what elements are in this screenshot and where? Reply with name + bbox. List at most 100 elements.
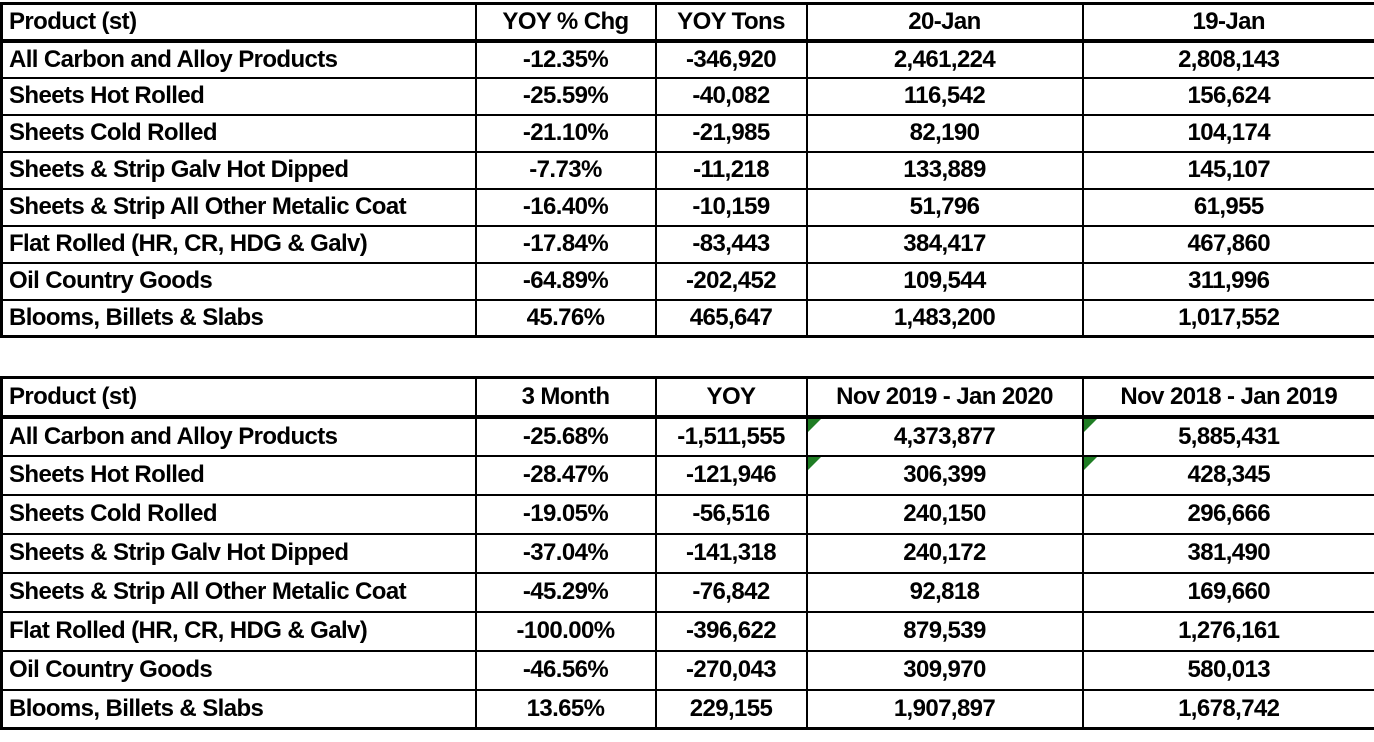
product-name-cell[interactable]: Sheets & Strip All Other Metalic Coat (0, 187, 477, 227)
three-month-yoy-table: Product (st) 3 Month YOY Nov 2019 - Jan … (0, 376, 1374, 730)
value-cell[interactable]: -121,946 (654, 454, 808, 496)
value-cell[interactable]: -12.35% (474, 39, 657, 79)
value-cell[interactable]: 306,399 (805, 454, 1084, 496)
product-name-cell[interactable]: Blooms, Billets & Slabs (0, 298, 477, 338)
value-cell[interactable]: 1,017,552 (1081, 298, 1374, 338)
excel-error-flag-icon (1084, 457, 1097, 470)
value-cell[interactable]: -202,452 (654, 261, 808, 301)
value-cell[interactable]: 229,155 (654, 688, 808, 730)
value-cell[interactable]: -76,842 (654, 571, 808, 613)
value-cell[interactable]: -19.05% (474, 493, 657, 535)
product-name-cell[interactable]: All Carbon and Alloy Products (0, 415, 477, 457)
value-cell[interactable]: 1,483,200 (805, 298, 1084, 338)
value-cell[interactable]: 13.65% (474, 688, 657, 730)
value-cell[interactable]: 61,955 (1081, 187, 1374, 227)
product-name-cell[interactable]: Sheets & Strip Galv Hot Dipped (0, 532, 477, 574)
table-row: Sheets Cold Rolled -21.10% -21,985 82,190 10… (0, 113, 1374, 153)
value-cell[interactable]: 1,678,742 (1081, 688, 1374, 730)
table-row: Sheets & Strip Galv Hot Dipped -37.04% -14… (0, 532, 1374, 574)
value-cell[interactable]: 381,490 (1081, 532, 1374, 574)
column-header-yoy[interactable]: YOY (654, 376, 808, 419)
value-cell[interactable]: -64.89% (474, 261, 657, 301)
value-cell[interactable]: -46.56% (474, 649, 657, 691)
product-name-cell[interactable]: All Carbon and Alloy Products (0, 39, 477, 79)
column-header-nov2019-jan2020[interactable]: Nov 2019 - Jan 2020 (805, 376, 1084, 419)
value-cell[interactable]: -1,511,555 (654, 415, 808, 457)
product-name-cell[interactable]: Sheets & Strip Galv Hot Dipped (0, 150, 477, 190)
product-name-cell[interactable]: Sheets Hot Rolled (0, 76, 477, 116)
product-name-cell[interactable]: Sheets & Strip All Other Metalic Coat (0, 571, 477, 613)
table-row: Sheets & Strip All Other Metalic Coat -16… (0, 187, 1374, 227)
value-cell[interactable]: -11,218 (654, 150, 808, 190)
value-cell[interactable]: 580,013 (1081, 649, 1374, 691)
value-cell[interactable]: 5,885,431 (1081, 415, 1374, 457)
value-cell[interactable]: 240,172 (805, 532, 1084, 574)
table-gap (0, 338, 1374, 376)
value-cell[interactable]: 296,666 (1081, 493, 1374, 535)
value-cell[interactable]: 1,276,161 (1081, 610, 1374, 652)
excel-error-flag-icon (808, 418, 821, 432)
product-name-cell[interactable]: Flat Rolled (HR, CR, HDG & Galv) (0, 610, 477, 652)
column-header-19-jan[interactable]: 19-Jan (1081, 2, 1374, 43)
value-cell[interactable]: 145,107 (1081, 150, 1374, 190)
value-cell[interactable]: -45.29% (474, 571, 657, 613)
value-cell[interactable]: 465,647 (654, 298, 808, 338)
value-cell[interactable]: -141,318 (654, 532, 808, 574)
value-cell[interactable]: -10,159 (654, 187, 808, 227)
value-cell[interactable]: 92,818 (805, 571, 1084, 613)
value-cell[interactable]: -40,082 (654, 76, 808, 116)
value-cell[interactable]: -21.10% (474, 113, 657, 153)
value-cell[interactable]: -28.47% (474, 454, 657, 496)
value-cell[interactable]: 169,660 (1081, 571, 1374, 613)
column-header-yoy-pct-chg[interactable]: YOY % Chg (474, 2, 657, 43)
value-cell[interactable]: 467,860 (1081, 224, 1374, 264)
value-cell[interactable]: 109,544 (805, 261, 1084, 301)
product-name-cell[interactable]: Sheets Cold Rolled (0, 113, 477, 153)
value-cell[interactable]: 879,539 (805, 610, 1084, 652)
value-cell[interactable]: 156,624 (1081, 76, 1374, 116)
value-cell[interactable]: 51,796 (805, 187, 1084, 227)
table-row: Flat Rolled (HR, CR, HDG & Galv) -17.84% -… (0, 224, 1374, 264)
value-cell[interactable]: 384,417 (805, 224, 1084, 264)
product-name-cell[interactable]: Blooms, Billets & Slabs (0, 688, 477, 730)
value-cell[interactable]: 1,907,897 (805, 688, 1084, 730)
product-name-cell[interactable]: Sheets Cold Rolled (0, 493, 477, 535)
value-cell[interactable]: 2,461,224 (805, 39, 1084, 79)
value-cell[interactable]: -16.40% (474, 187, 657, 227)
value-cell[interactable]: -396,622 (654, 610, 808, 652)
value-cell[interactable]: 309,970 (805, 649, 1084, 691)
value-cell[interactable]: 104,174 (1081, 113, 1374, 153)
excel-error-flag-icon (1084, 418, 1097, 432)
product-name-cell[interactable]: Oil Country Goods (0, 649, 477, 691)
table-row: All Carbon and Alloy Products -25.68% -1,5… (0, 415, 1374, 457)
value-cell[interactable]: -100.00% (474, 610, 657, 652)
value-cell[interactable]: -37.04% (474, 532, 657, 574)
value-cell[interactable]: -25.68% (474, 415, 657, 457)
value-cell[interactable]: 45.76% (474, 298, 657, 338)
column-header-product[interactable]: Product (st) (0, 376, 477, 419)
value-cell[interactable]: -7.73% (474, 150, 657, 190)
value-cell[interactable]: -17.84% (474, 224, 657, 264)
product-name-cell[interactable]: Sheets Hot Rolled (0, 454, 477, 496)
column-header-product[interactable]: Product (st) (0, 2, 477, 43)
value-cell[interactable]: 4,373,877 (805, 415, 1084, 457)
value-cell[interactable]: -56,516 (654, 493, 808, 535)
value-cell[interactable]: 116,542 (805, 76, 1084, 116)
value-cell[interactable]: -21,985 (654, 113, 808, 153)
column-header-20-jan[interactable]: 20-Jan (805, 2, 1084, 43)
value-cell[interactable]: -25.59% (474, 76, 657, 116)
value-cell[interactable]: -83,443 (654, 224, 808, 264)
value-cell[interactable]: -346,920 (654, 39, 808, 79)
value-cell[interactable]: 133,889 (805, 150, 1084, 190)
value-cell[interactable]: -270,043 (654, 649, 808, 691)
column-header-yoy-tons[interactable]: YOY Tons (654, 2, 808, 43)
value-cell[interactable]: 2,808,143 (1081, 39, 1374, 79)
value-cell[interactable]: 311,996 (1081, 261, 1374, 301)
column-header-3-month[interactable]: 3 Month (474, 376, 657, 419)
value-cell[interactable]: 428,345 (1081, 454, 1374, 496)
value-cell[interactable]: 240,150 (805, 493, 1084, 535)
product-name-cell[interactable]: Flat Rolled (HR, CR, HDG & Galv) (0, 224, 477, 264)
value-cell[interactable]: 82,190 (805, 113, 1084, 153)
product-name-cell[interactable]: Oil Country Goods (0, 261, 477, 301)
column-header-nov2018-jan2019[interactable]: Nov 2018 - Jan 2019 (1081, 376, 1374, 419)
